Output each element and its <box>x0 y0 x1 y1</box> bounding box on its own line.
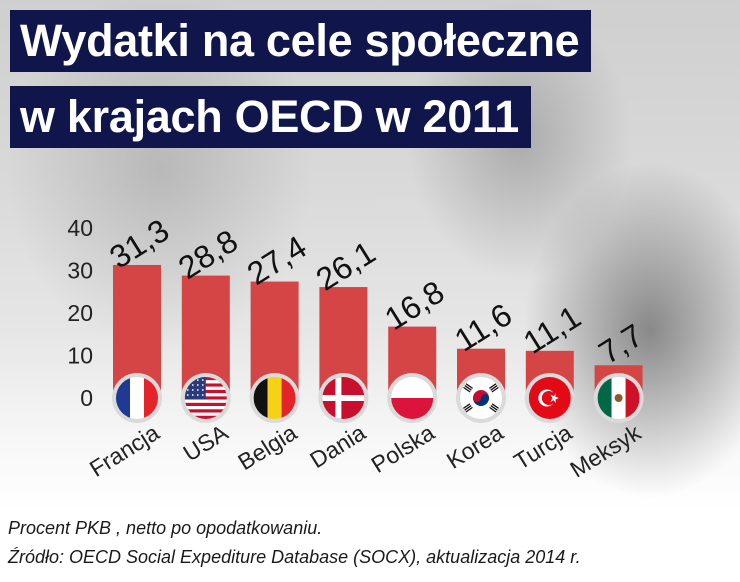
category-label: Meksyk <box>565 419 645 483</box>
category-label: Belgia <box>233 419 301 475</box>
y-tick-label: 30 <box>67 258 93 284</box>
belgium-flag-icon <box>249 373 300 423</box>
south-korea-flag-icon <box>456 373 506 423</box>
street-background-photo <box>0 0 740 510</box>
footnote-source: Źródło: OECD Social Expediture Database … <box>8 547 581 567</box>
category-label: Korea <box>442 419 508 474</box>
denmark-flag-icon <box>318 373 369 423</box>
category-label: USA <box>179 419 233 466</box>
poland-flag-icon <box>387 373 438 423</box>
category-label: Polska <box>367 419 439 478</box>
category-label: Francja <box>85 419 164 482</box>
france-flag-icon <box>112 373 162 423</box>
turkey-flag-icon <box>524 373 575 423</box>
value-label: 7,7 <box>592 317 649 371</box>
y-tick-label: 40 <box>67 215 93 241</box>
footnote-unit: Procent PKB , netto po opodatkowaniu. <box>8 518 323 538</box>
usa-flag-icon <box>180 373 231 423</box>
y-tick-label: 20 <box>67 300 93 326</box>
y-tick-label: 0 <box>80 385 93 411</box>
title-line-2: w krajach OECD w 2011 <box>10 86 531 148</box>
category-label: Turcja <box>509 419 576 475</box>
mexico-flag-icon <box>593 373 644 423</box>
title-line-1: Wydatki na cele społeczne <box>10 10 592 72</box>
y-tick-label: 10 <box>67 343 93 369</box>
category-label: Dania <box>305 419 370 473</box>
